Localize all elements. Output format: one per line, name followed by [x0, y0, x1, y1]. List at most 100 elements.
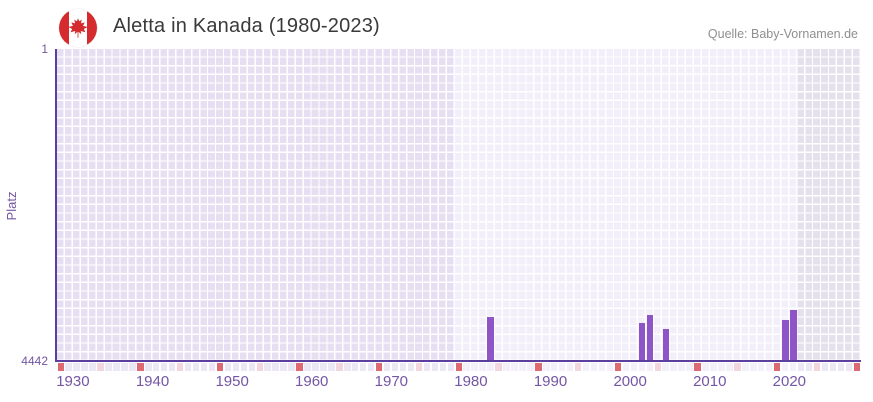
- timeline-cell: [590, 363, 598, 371]
- timeline-cell: [248, 363, 255, 371]
- canada-flag-icon: [59, 9, 97, 47]
- timeline-cell: [694, 363, 701, 371]
- timeline-cell: [495, 363, 502, 371]
- timeline-cell: [264, 363, 271, 371]
- bar-2002[interactable]: [646, 315, 654, 361]
- y-axis-line: [55, 49, 57, 362]
- timeline-cell: [81, 363, 88, 371]
- x-tick-label: 2020: [772, 373, 807, 390]
- timeline-cell: [734, 363, 741, 371]
- timeline-cell: [527, 363, 534, 371]
- timeline-cell: [630, 363, 638, 371]
- timeline-cell: [367, 363, 375, 371]
- timeline-cell: [113, 363, 120, 371]
- timeline-cell: [654, 363, 661, 371]
- x-tick-label: 1940: [135, 373, 170, 390]
- timeline-cell: [678, 363, 685, 371]
- timeline-cell: [543, 363, 550, 371]
- timeline-strip: [57, 363, 861, 371]
- bar-2004[interactable]: [662, 328, 670, 361]
- timeline-cell: [256, 363, 263, 371]
- timeline-cell: [559, 363, 566, 371]
- y-tick-bottom: 4442: [21, 354, 48, 368]
- timeline-cell: [391, 363, 399, 371]
- timeline-cell: [320, 363, 327, 371]
- timeline-cell: [208, 363, 216, 371]
- timeline-cell: [73, 363, 80, 371]
- timeline-cell: [232, 363, 240, 371]
- timeline-cell: [606, 363, 614, 371]
- timeline-cell: [359, 363, 367, 371]
- timeline-cell: [240, 363, 248, 371]
- timeline-cell: [479, 363, 486, 371]
- timeline-cell: [638, 363, 646, 371]
- timeline-cell: [503, 363, 510, 371]
- timeline-cell: [726, 363, 733, 371]
- timeline-cell: [344, 363, 351, 371]
- timeline-cell: [312, 363, 319, 371]
- timeline-cell: [57, 363, 64, 371]
- timeline-cell: [718, 363, 725, 371]
- x-tick-label: 1990: [533, 373, 568, 390]
- timeline-cell: [837, 363, 845, 371]
- timeline-cell: [758, 363, 765, 371]
- timeline-cell: [145, 363, 152, 371]
- timeline-cell: [471, 363, 478, 371]
- timeline-cell: [702, 363, 709, 371]
- timeline-cell: [750, 363, 757, 371]
- timeline-cell: [566, 363, 574, 371]
- timeline-cell: [224, 363, 232, 371]
- timeline-cell: [105, 363, 112, 371]
- timeline-cell: [168, 363, 176, 371]
- x-tick-label: 1960: [295, 373, 329, 390]
- timeline-cell: [519, 363, 526, 371]
- timeline-cell: [487, 363, 494, 371]
- x-tick-row: 1930 1940 1950 1960 1970 1980 1990 2000 2010 2020: [56, 373, 861, 393]
- timeline-cell: [399, 363, 407, 371]
- timeline-cell: [153, 363, 160, 371]
- timeline-cell: [439, 363, 447, 371]
- timeline-cell: [455, 363, 462, 371]
- timeline-cell: [89, 363, 96, 371]
- timeline-cell: [415, 363, 423, 371]
- timeline-cell: [280, 363, 287, 371]
- timeline-cell: [375, 363, 383, 371]
- bar-2020[interactable]: [789, 309, 797, 361]
- timeline-cell: [742, 363, 749, 371]
- timeline-cell: [797, 363, 805, 371]
- timeline-cell: [407, 363, 415, 371]
- x-tick-label: 1950: [215, 373, 249, 390]
- timeline-cell: [296, 363, 303, 371]
- timeline-cell: [551, 363, 558, 371]
- timeline-cell: [646, 363, 654, 371]
- timeline-cell: [710, 363, 717, 371]
- bar-2019[interactable]: [781, 320, 789, 361]
- bar-2001[interactable]: [638, 322, 646, 361]
- timeline-cell: [176, 363, 184, 371]
- timeline-cell: [288, 363, 295, 371]
- x-tick-label: 2000: [613, 373, 647, 390]
- timeline-cell: [789, 363, 797, 371]
- timeline-cell: [137, 363, 144, 371]
- timeline-cell: [574, 363, 582, 371]
- timeline-cell: [431, 363, 439, 371]
- y-axis-label: Platz: [4, 191, 19, 221]
- timeline-cell: [192, 363, 200, 371]
- timeline-cell: [535, 363, 542, 371]
- timeline-cell: [773, 363, 781, 371]
- timeline-cell: [216, 363, 224, 371]
- timeline-cell: [383, 363, 391, 371]
- bar-1982[interactable]: [487, 317, 494, 361]
- timeline-cell: [662, 363, 669, 371]
- x-tick-label: 1970: [374, 373, 409, 390]
- timeline-cell: [97, 363, 104, 371]
- timeline-cell: [781, 363, 789, 371]
- timeline-cell: [423, 363, 431, 371]
- timeline-cell: [511, 363, 518, 371]
- x-axis-line: [55, 360, 861, 362]
- timeline-cell: [614, 363, 622, 371]
- timeline-cell: [336, 363, 343, 371]
- timeline-cell: [463, 363, 470, 371]
- timeline-cell: [447, 363, 454, 371]
- timeline-cell: [686, 363, 693, 371]
